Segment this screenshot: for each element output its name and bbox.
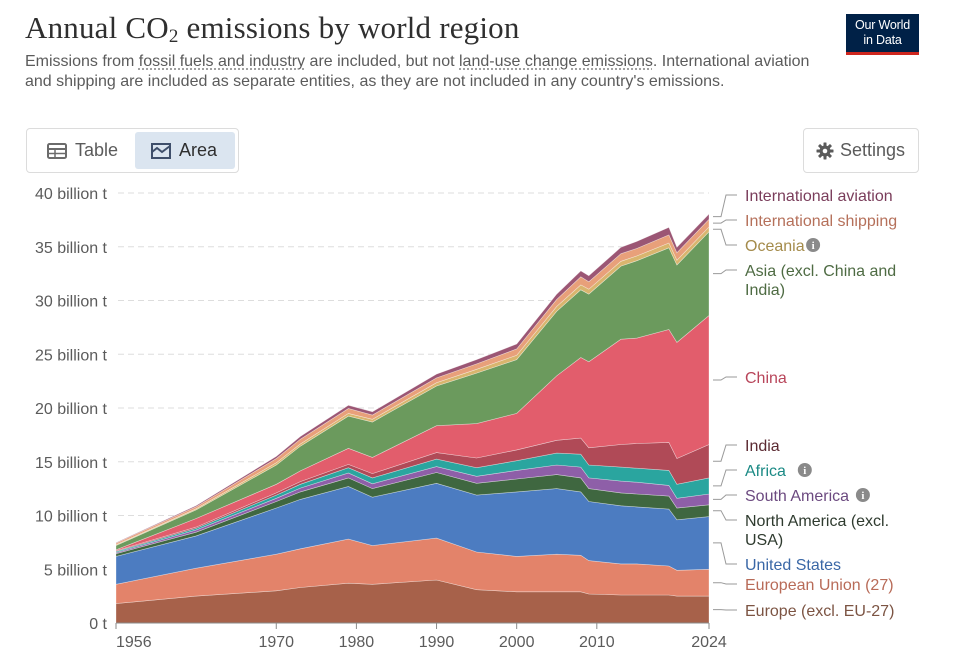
table-icon — [47, 142, 67, 159]
legend-label-0: Europe (excl. EU-27) — [745, 603, 894, 620]
legend-connector-2 — [713, 542, 737, 565]
x-tick-label-2: 1980 — [339, 634, 375, 651]
legend-item-1[interactable]: European Union (27) — [713, 577, 894, 594]
area-series-11[interactable] — [115, 213, 710, 544]
legend-item-5[interactable]: Africa i — [713, 463, 812, 487]
y-tick-label-3: 15 billion t — [35, 455, 108, 472]
y-tick-label-2: 10 billion t — [35, 509, 108, 526]
legend-connector-7 — [713, 376, 737, 381]
y-tick-label-8: 40 billion t — [35, 186, 108, 203]
y-tick-label-6: 30 billion t — [35, 294, 108, 311]
y-tick-label-1: 5 billion t — [44, 562, 108, 579]
info-icon[interactable]: i — [855, 488, 870, 502]
x-tick-label-1: 1970 — [258, 634, 294, 651]
legend-item-10[interactable]: International shipping — [713, 213, 897, 230]
legend-label-10: International shipping — [745, 213, 897, 230]
legend-item-7[interactable]: China — [713, 370, 787, 387]
land-use-change-link[interactable]: land-use change emissions — [459, 53, 653, 70]
y-tick-label-7: 35 billion t — [35, 240, 108, 257]
our-world-in-data-logo[interactable]: Our World in Data — [846, 14, 919, 55]
svg-text:i: i — [812, 240, 815, 252]
legend-label-3: North America (excl. USA) — [745, 513, 889, 549]
legend-connector-8 — [713, 269, 737, 275]
legend-connector-11 — [713, 194, 737, 218]
legend-label-11: International aviation — [745, 188, 893, 205]
legend-item-6[interactable]: India — [713, 438, 780, 462]
legend-label-2: United States — [745, 557, 841, 574]
legend-item-8[interactable]: Asia (excl. China and India) — [713, 263, 896, 299]
legend-connector-9 — [713, 228, 737, 246]
chart-title: Annual CO2 emissions by world region — [25, 10, 520, 47]
legend-label-7: China — [745, 370, 787, 387]
x-axis: 1956 1970 1980 1990 2000 2010 2024 — [115, 622, 727, 651]
legend-item-11[interactable]: International aviation — [713, 188, 893, 218]
settings-button[interactable]: Settings — [803, 128, 919, 173]
settings-label: Settings — [840, 140, 906, 160]
svg-text:i: i — [803, 465, 806, 477]
info-icon[interactable]: i — [797, 463, 812, 477]
chart-areas — [115, 213, 710, 624]
tab-area-label: Area — [179, 140, 218, 160]
tab-table[interactable]: Table — [31, 132, 131, 169]
y-tick-label-0: 0 t — [89, 616, 107, 633]
x-tick-label-3: 1990 — [419, 634, 455, 651]
legend-label-4: South America — [745, 488, 849, 505]
view-tabs: Table Area — [26, 128, 239, 173]
tab-table-label: Table — [75, 140, 119, 160]
legend-item-0[interactable]: Europe (excl. EU-27) — [713, 603, 894, 620]
legend-item-4[interactable]: South America i — [713, 488, 870, 505]
legend-label-5: Africa — [745, 463, 786, 480]
x-tick-label-5: 2010 — [579, 634, 615, 651]
legend-item-9[interactable]: Oceania i — [713, 228, 821, 255]
x-tick-label-0: 1956 — [116, 634, 152, 651]
svg-text:i: i — [861, 490, 864, 502]
legend-label-8: Asia (excl. China and India) — [745, 263, 896, 299]
area-chart-icon — [151, 142, 171, 159]
info-icon[interactable]: i — [806, 238, 821, 252]
legend-connector-5 — [713, 469, 737, 487]
y-tick-label-5: 25 billion t — [35, 347, 108, 364]
y-tick-label-4: 20 billion t — [35, 401, 108, 418]
tab-area[interactable]: Area — [135, 132, 235, 169]
legend-connector-1 — [713, 582, 737, 585]
y-axis: 0 t 5 billion t 10 billion t 15 billion t 20… — [35, 186, 108, 633]
gear-icon — [816, 142, 834, 159]
legend-connector-4 — [713, 494, 737, 500]
legend-label-6: India — [745, 438, 780, 455]
x-tick-label-4: 2000 — [499, 634, 535, 651]
legend-label-9: Oceania — [745, 238, 805, 255]
legend-connector-6 — [713, 444, 737, 462]
chart-subtitle: Emissions from fossil fuels and industry… — [25, 53, 810, 90]
fossil-fuels-link[interactable]: fossil fuels and industry — [138, 53, 306, 70]
legend-item-2[interactable]: United States — [713, 542, 841, 574]
legend-connector-10 — [713, 219, 737, 224]
chart-legend: Europe (excl. EU-27) European Union (27) U… — [713, 188, 897, 620]
x-tick-label-6: 2024 — [691, 634, 727, 651]
legend-item-3[interactable]: North America (excl. USA) — [713, 510, 889, 549]
legend-label-1: European Union (27) — [745, 577, 894, 594]
legend-connector-3 — [713, 510, 737, 521]
